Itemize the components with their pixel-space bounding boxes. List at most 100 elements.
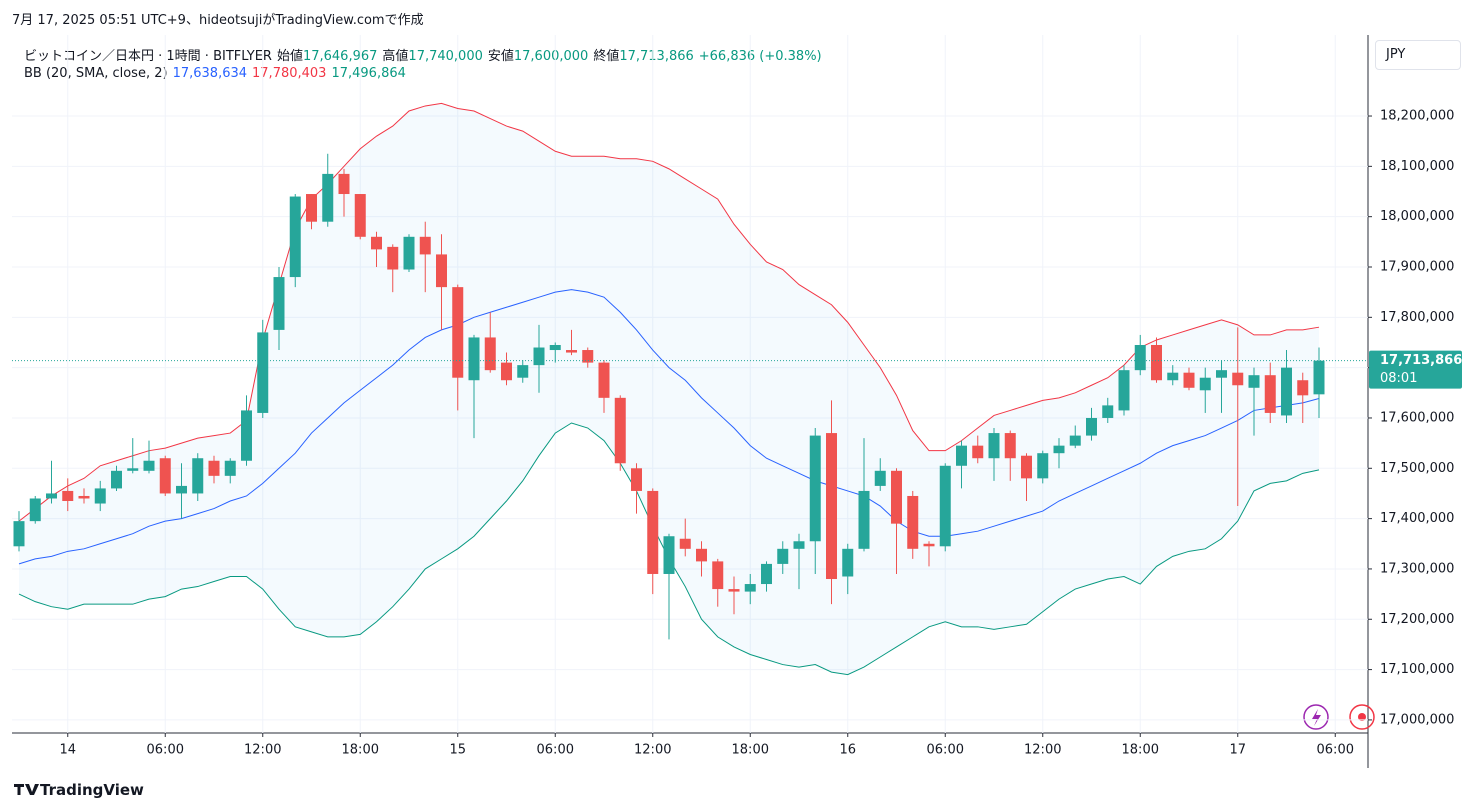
lightning [1312, 709, 1321, 726]
y-tick-label: 17,200,000 [1380, 612, 1454, 627]
candle-body [338, 173, 350, 195]
indicator-name: BB (20, SMA, close, 2) [24, 66, 168, 81]
indicator-value: 17,638,634 [172, 66, 248, 81]
price-label: 17,713,866 [1380, 353, 1462, 368]
candle-body [1183, 372, 1195, 388]
x-tick-label: 18:00 [732, 743, 769, 758]
alert-icon[interactable] [1303, 704, 1329, 730]
x-tick-label: 18:00 [342, 743, 379, 758]
candle-body [371, 236, 382, 250]
candle-body [972, 445, 984, 459]
candle-body [143, 460, 155, 471]
x-tick-label: 17 [1229, 743, 1246, 758]
x-tick-label: 06:00 [147, 743, 184, 758]
candle-body [891, 470, 902, 524]
candle-body [322, 173, 334, 222]
y-tick-label: 17,600,000 [1380, 410, 1454, 425]
candle-body [696, 548, 707, 562]
candle-body [1216, 370, 1227, 378]
candle-body [647, 490, 659, 574]
y-tick-label: 18,200,000 [1380, 109, 1454, 124]
candle-body [501, 362, 512, 381]
candle-body [907, 495, 919, 549]
candle-body [354, 194, 366, 237]
candle-body [257, 332, 269, 413]
y-tick-label: 18,000,000 [1380, 209, 1454, 224]
candle-body [614, 397, 626, 464]
candle-body [78, 495, 90, 499]
candle-body [1004, 433, 1016, 459]
y-tick-label: 17,300,000 [1380, 561, 1454, 576]
field-name: 安値 [487, 49, 514, 64]
candle-body [598, 362, 610, 398]
x-tick-label: 12:00 [1024, 743, 1061, 758]
y-tick-label: 17,400,000 [1380, 511, 1454, 526]
x-tick-label: 06:00 [537, 743, 574, 758]
record-icon[interactable] [1349, 704, 1375, 730]
candle-body [208, 460, 220, 476]
candle-body [1232, 372, 1244, 386]
candle-body [1248, 375, 1260, 388]
candle-body [1313, 360, 1325, 395]
band-upper [18, 102, 1320, 522]
price-label-box [1369, 350, 1462, 389]
candle-body [874, 470, 886, 486]
indicator-value: 17,496,864 [331, 66, 406, 81]
field-value: 17,740,000 [408, 49, 483, 64]
legend: ビットコイン／日本円 · 1時間 · BITFLYER 始値17,646,967 高… [24, 45, 827, 64]
candle-body [842, 548, 854, 577]
candle-body [176, 485, 187, 494]
candle-body [988, 433, 1000, 459]
band-basis [18, 289, 1320, 565]
candle-body [1134, 344, 1146, 371]
field-name: 高値 [382, 49, 409, 64]
candle-body [1264, 375, 1276, 413]
candle-body [793, 541, 805, 549]
header: 7月 17, 2025 05:51 UTC+9、hideotsujiがTradi… [12, 13, 424, 28]
y-tick-label: 17,000,000 [1380, 712, 1454, 727]
candle-body [533, 347, 545, 366]
footer: TradingView [40, 781, 144, 799]
candle-body [582, 350, 594, 363]
candle-body [809, 435, 821, 542]
candle-body [436, 254, 447, 288]
candle-body [192, 458, 204, 494]
candle-body [94, 488, 106, 504]
candle-body [13, 521, 25, 547]
candle-body [1069, 435, 1081, 446]
y-tick-label: 17,500,000 [1380, 461, 1454, 476]
candle-body [306, 194, 317, 222]
candle-body [858, 490, 870, 549]
y-tick-label: 18,100,000 [1380, 159, 1454, 174]
x-tick-label: 12:00 [244, 743, 281, 758]
candle-body [1086, 417, 1097, 436]
candle-body [956, 445, 967, 466]
candle-body [549, 344, 561, 351]
field-name: 終値 [593, 49, 620, 64]
x-tick-label: 15 [449, 743, 466, 758]
logo [14, 784, 39, 795]
currency-button[interactable]: JPY [1375, 40, 1461, 70]
candle-body [241, 410, 252, 461]
candle-body [273, 277, 285, 330]
candle-body [923, 543, 935, 547]
candle-body [159, 458, 171, 494]
candle-body [1037, 453, 1049, 479]
y-tick-label: 17,800,000 [1380, 310, 1454, 325]
candle-body [712, 561, 724, 590]
candle-body [1118, 370, 1130, 411]
y-tick-label: 17,900,000 [1380, 259, 1454, 274]
candle-body [679, 538, 691, 549]
candle-body [761, 563, 772, 585]
x-tick-label: 12:00 [634, 743, 671, 758]
candle-body [62, 490, 74, 502]
countdown: 08:01 [1380, 371, 1417, 386]
indicator-legend: BB (20, SMA, close, 2) 17,638,634 17,780,4… [24, 66, 411, 81]
x-tick-label: 16 [839, 743, 856, 758]
candle-body [111, 470, 122, 489]
candle-body [419, 236, 431, 255]
candle-body [484, 337, 496, 371]
indicator-value: 17,780,403 [252, 66, 327, 81]
